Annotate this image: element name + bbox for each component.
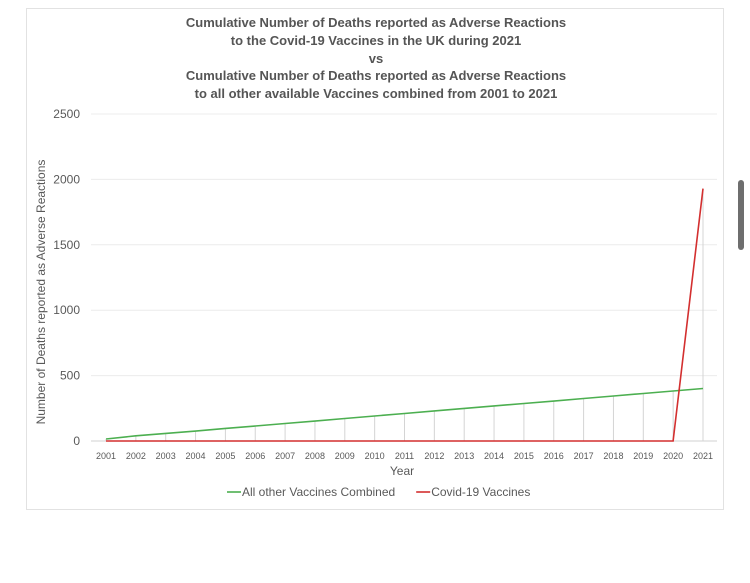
scrollbar-thumb[interactable] xyxy=(738,180,744,250)
y-tick-label: 2000 xyxy=(53,172,80,186)
x-tick-label: 2016 xyxy=(544,451,564,461)
y-axis-title: Number of Deaths reported as Adverse Rea… xyxy=(34,160,48,425)
x-tick-label: 2020 xyxy=(663,451,683,461)
series-line-1 xyxy=(105,387,704,440)
x-tick-label: 2005 xyxy=(215,451,235,461)
x-axis-ticks: 2001 2002 2003 2004 2005 2006 2007 2008 2009 2010… xyxy=(96,451,713,461)
x-tick-label: 2012 xyxy=(424,451,444,461)
x-tick-label: 2019 xyxy=(633,451,653,461)
x-tick-label: 2013 xyxy=(454,451,474,461)
x-tick-label: 2021 xyxy=(693,451,713,461)
chart-title: Cumulative Number of Deaths reported as … xyxy=(186,15,566,101)
chart-title-line-5: to all other available Vaccines combined… xyxy=(195,86,558,101)
drop-lines xyxy=(105,188,704,441)
gridlines xyxy=(91,113,717,442)
series-line-2 xyxy=(106,188,704,442)
x-tick-label: 2010 xyxy=(365,451,385,461)
x-tick-label: 2003 xyxy=(156,451,176,461)
chart-frame: Cumulative Number of Deaths reported as … xyxy=(26,8,724,510)
y-axis-ticks: 0 500 1000 1500 2000 2500 xyxy=(53,107,80,448)
x-tick-label: 2007 xyxy=(275,451,295,461)
x-tick-label: 2001 xyxy=(96,451,116,461)
y-tick-label: 500 xyxy=(60,369,80,383)
x-tick-label: 2008 xyxy=(305,451,325,461)
chart-title-line-3: vs xyxy=(369,51,383,66)
x-tick-label: 2004 xyxy=(186,451,206,461)
legend-label: All other Vaccines Combined xyxy=(242,485,395,499)
y-tick-label: 1000 xyxy=(53,303,80,317)
x-tick-label: 2011 xyxy=(395,451,414,461)
y-tick-label: 0 xyxy=(73,434,80,448)
x-tick-label: 2002 xyxy=(126,451,146,461)
x-tick-label: 2017 xyxy=(574,451,594,461)
x-tick-label: 2018 xyxy=(603,451,623,461)
series-lines xyxy=(105,188,704,442)
chart-title-line-4: Cumulative Number of Deaths reported as … xyxy=(186,68,566,83)
legend-label: Covid-19 Vaccines xyxy=(431,485,530,499)
x-tick-label: 2015 xyxy=(514,451,534,461)
x-axis-title: Year xyxy=(390,464,414,478)
legend: All other Vaccines Combined Covid-19 Vacc… xyxy=(227,485,530,499)
y-tick-label: 1500 xyxy=(53,238,80,252)
chart-title-line-2: to the Covid-19 Vaccines in the UK durin… xyxy=(231,33,521,48)
line-chart: Cumulative Number of Deaths reported as … xyxy=(34,15,717,499)
y-tick-label: 2500 xyxy=(53,107,80,121)
chart-title-line-1: Cumulative Number of Deaths reported as … xyxy=(186,15,566,30)
x-tick-label: 2009 xyxy=(335,451,355,461)
x-tick-label: 2006 xyxy=(245,451,265,461)
x-tick-label: 2014 xyxy=(484,451,504,461)
